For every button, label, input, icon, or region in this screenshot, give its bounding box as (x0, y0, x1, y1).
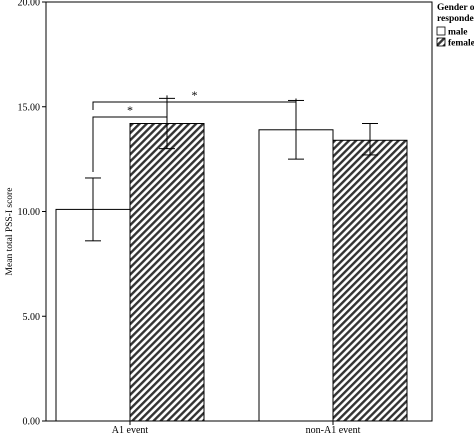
y-tick-label: 5.00 (23, 312, 41, 323)
legend-title-line: Gender of (437, 3, 474, 13)
significance-label: * (127, 103, 133, 117)
bar (55, 208, 131, 422)
y-tick-label: 20.00 (18, 0, 41, 9)
x-tick-label: A1 event (112, 425, 149, 434)
significance-bracket: * (92, 88, 297, 110)
bars (55, 123, 408, 422)
x-tick-label: non-A1 event (306, 425, 361, 434)
bar (129, 123, 205, 422)
legend-swatch (436, 26, 446, 36)
bar (332, 139, 408, 422)
legend-title: Gender ofrespondent: (437, 3, 474, 24)
y-tick-label: 10.00 (18, 207, 41, 218)
y-tick-label: 15.00 (18, 102, 41, 113)
axes: 0.00 5.00 10.00 15.00 20.00 Mean total PSS-I … (5, 0, 433, 436)
bar (258, 129, 334, 422)
significance-brackets: ** (92, 88, 297, 172)
bracket-line (92, 95, 168, 172)
significance-label: * (192, 88, 198, 102)
legend-item-label: male (448, 28, 468, 38)
y-axis-label: Mean total PSS-I score (5, 188, 15, 276)
y-tick-label: 0.00 (23, 417, 41, 428)
legend-item-label: female (448, 39, 474, 49)
legend-title-line: respondent: (437, 14, 474, 24)
significance-bracket: * (92, 95, 168, 172)
legend-swatch (436, 37, 446, 47)
bracket-line (92, 98, 297, 110)
